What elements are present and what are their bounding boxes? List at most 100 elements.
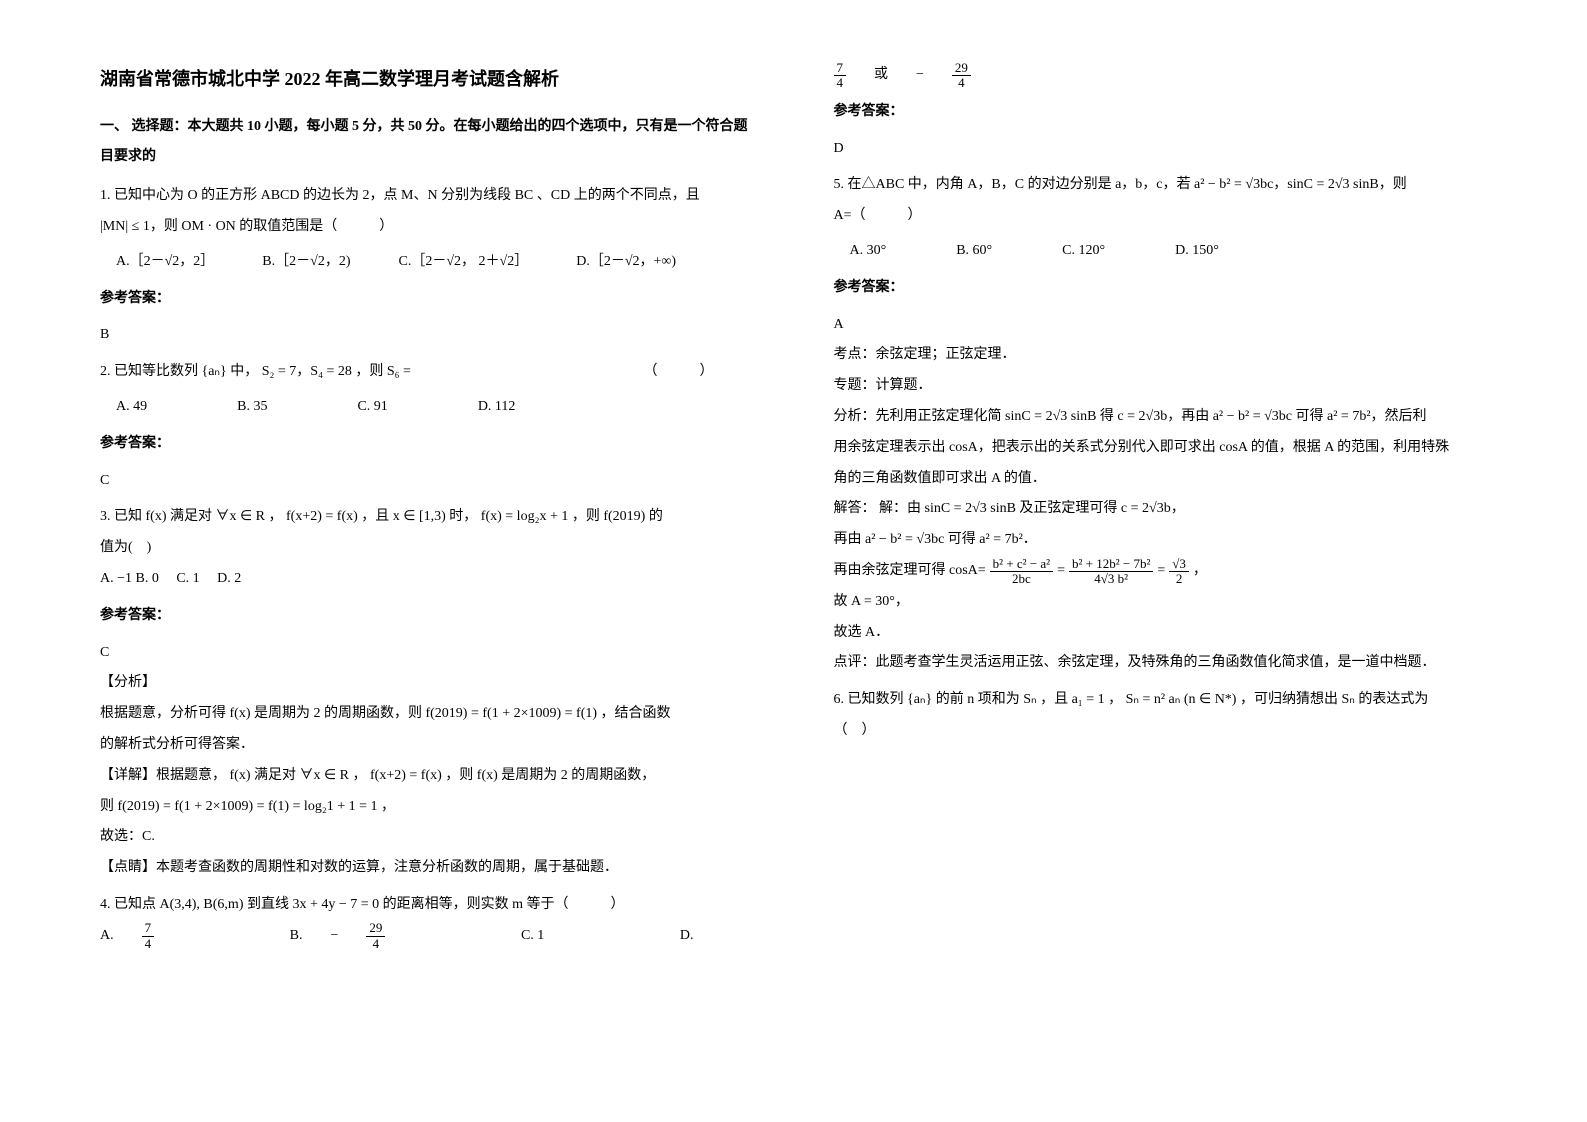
q4-optB-num: 29: [366, 921, 385, 936]
q3-l1: 3. 已知 f(x) 满足对 ∀x ∈ R ， f(x+2) = f(x) ，且…: [100, 502, 754, 533]
q5-k3c: 角的三角函数值即可求出 A 的值．: [834, 464, 1488, 495]
q2-ans-label: 参考答案：: [100, 429, 754, 460]
q5-s3-eq: =: [1057, 556, 1065, 587]
q4-extra-opts: 7 4 或 − 29 4: [834, 60, 1488, 91]
q3-d1: 【详解】根据题意， f(x) 满足对 ∀x ∈ R ， f(x+2) = f(x…: [100, 761, 754, 792]
q5-s3-f2: b² + 12b² − 7b² 4√3 b²: [1069, 557, 1153, 587]
q3: 3. 已知 f(x) 满足对 ∀x ∈ R ， f(x+2) = f(x) ，且…: [100, 502, 754, 594]
q4-options: A. 7 4 B. − 29 4 C. 1 D.: [100, 921, 754, 952]
q5-s3-end: ，: [1193, 556, 1207, 587]
q1-l1: 1. 已知中心为 O 的正方形 ABCD 的边长为 2，点 M、N 分别为线段 …: [100, 181, 754, 212]
q5-optD: D. 150°: [1175, 236, 1219, 267]
q5-optB: B. 60°: [956, 236, 992, 267]
q4-optB-pfx: B.: [290, 921, 303, 952]
q2-ans: C: [100, 466, 754, 497]
q5-s3-pfx: 再由余弦定理可得 cosA=: [834, 556, 986, 587]
q4-optD: D.: [680, 921, 694, 952]
r-f2-den: 4: [952, 76, 971, 90]
q4-optB-frac: 29 4: [366, 921, 385, 951]
q6-l2: （ ）: [834, 716, 1488, 747]
q5-optC: C. 120°: [1062, 236, 1105, 267]
q1: 1. 已知中心为 O 的正方形 ABCD 的边长为 2，点 M、N 分别为线段 …: [100, 181, 754, 277]
r-f2-num: 29: [952, 61, 971, 76]
q3-ans: C: [100, 638, 754, 669]
q5-options: A. 30° B. 60° C. 120° D. 150°: [834, 236, 1488, 267]
q5-k3a: 分析：先利用正弦定理化简 sinC = 2√3 sinB 得 c = 2√3b，…: [834, 402, 1488, 433]
q4: 4. 已知点 A(3,4), B(6,m) 到直线 3x + 4y − 7 = …: [100, 890, 754, 952]
q5-s3-f3: √3 2: [1169, 557, 1189, 587]
r-f1-num: 7: [834, 61, 847, 76]
r-f1: 7 4: [834, 61, 847, 91]
q5-s2: 再由 a² − b² = √3bc 可得 a² = 7b²．: [834, 525, 1488, 556]
q2-optC: C. 91: [357, 392, 387, 423]
q5-s4: 故 A = 30°，: [834, 587, 1488, 618]
q2: 2. 已知等比数列 {aₙ} 中， S₂ = 7，S₄ = 28 ，则 S₆ =…: [100, 357, 754, 423]
q1-ans: B: [100, 320, 754, 351]
q3-p1: 【点睛】本题考查函数的周期性和对数的运算，注意分析函数的周期，属于基础题．: [100, 853, 754, 884]
q2-bracket: （ ）: [644, 357, 714, 388]
left-column: 湖南省常德市城北中学 2022 年高二数学理月考试题含解析 一、 选择题：本大题…: [100, 60, 754, 1062]
q6: 6. 已知数列 {aₙ} 的前 n 项和为 Sₙ ，且 a₁ = 1 ， Sₙ …: [834, 685, 1488, 747]
q3-opts: A. −1 B. 0 C. 1 D. 2: [100, 564, 754, 595]
q4-optA-frac: 7 4: [142, 921, 155, 951]
q3-a1: 根据题意，分析可得 f(x) 是周期为 2 的周期函数，则 f(2019) = …: [100, 699, 754, 730]
q4-optB-sgn: −: [331, 921, 339, 952]
q5-s3-n3: √3: [1169, 557, 1189, 572]
r-f2-sgn: −: [916, 60, 924, 91]
q3-d2: 则 f(2019) = f(1 + 2×1009) = f(1) = log₂1…: [100, 792, 754, 823]
q5-s3-eq2: =: [1157, 556, 1165, 587]
q1-l2: |MN| ≤ 1，则 OM · ON 的取值范围是（ ）: [100, 212, 754, 243]
q5-s3-n2: b² + 12b² − 7b²: [1069, 557, 1153, 572]
q2-optA: A. 49: [116, 392, 147, 423]
q1-optC: C.［2－√2， 2＋√2］: [398, 247, 528, 278]
q1-optB: B.［2－√2，2): [262, 247, 350, 278]
doc-title: 湖南省常德市城北中学 2022 年高二数学理月考试题含解析: [100, 60, 754, 100]
q1-optA: A.［2－√2，2］: [116, 247, 214, 278]
r-or: 或: [874, 60, 888, 91]
q5-s3-d3: 2: [1169, 572, 1189, 586]
q4-optA-den: 4: [142, 937, 155, 951]
q5-optA: A. 30°: [850, 236, 887, 267]
q5-s3-f1: b² + c² − a² 2bc: [990, 557, 1053, 587]
q3-ans-label: 参考答案：: [100, 601, 754, 632]
q3-a2: 的解析式分析可得答案．: [100, 730, 754, 761]
q2-optB: B. 35: [237, 392, 267, 423]
q5-k1: 考点：余弦定理；正弦定理．: [834, 340, 1488, 371]
q4-optA-num: 7: [142, 921, 155, 936]
r-f1-den: 4: [834, 76, 847, 90]
q5-k2: 专题：计算题．: [834, 371, 1488, 402]
q2-options: A. 49 B. 35 C. 91 D. 112: [100, 392, 754, 423]
q2-optD: D. 112: [478, 392, 516, 423]
q4-ans-label: 参考答案：: [834, 97, 1488, 128]
q5-s5: 故选 A．: [834, 618, 1488, 649]
q5: 5. 在△ABC 中，内角 A，B，C 的对边分别是 a，b，c，若 a² − …: [834, 170, 1488, 266]
q5-s3-d1: 2bc: [990, 572, 1053, 586]
q5-s3-d2: 4√3 b²: [1069, 572, 1153, 586]
q3-analysis-label: 【分析】: [100, 668, 754, 699]
q5-p1: 点评：此题考查学生灵活运用正弦、余弦定理，及特殊角的三角函数值化简求值，是一道中…: [834, 648, 1488, 679]
q3-d3: 故选：C.: [100, 822, 754, 853]
q4-l1: 4. 已知点 A(3,4), B(6,m) 到直线 3x + 4y − 7 = …: [100, 890, 754, 921]
q4-optC: C. 1: [521, 921, 544, 952]
q6-l1: 6. 已知数列 {aₙ} 的前 n 项和为 Sₙ ，且 a₁ = 1 ， Sₙ …: [834, 685, 1488, 716]
q5-ans-label: 参考答案：: [834, 273, 1488, 304]
q3-l2: 值为( ): [100, 533, 754, 564]
q4-optB-den: 4: [366, 937, 385, 951]
q4-optA-pfx: A.: [100, 921, 114, 952]
q5-s1: 解答： 解：由 sinC = 2√3 sinB 及正弦定理可得 c = 2√3b…: [834, 494, 1488, 525]
q5-s3: 再由余弦定理可得 cosA= b² + c² − a² 2bc = b² + 1…: [834, 556, 1488, 587]
q5-l2: A=（ ）: [834, 201, 1488, 232]
q4-optB: B. − 29 4: [290, 921, 386, 952]
q1-optD: D.［2－√2，+∞): [576, 247, 676, 278]
q4-ans: D: [834, 134, 1488, 165]
q5-k3b: 用余弦定理表示出 cosA，把表示出的关系式分别代入即可求出 cosA 的值，根…: [834, 433, 1488, 464]
q2-l1: 2. 已知等比数列 {aₙ} 中， S₂ = 7，S₄ = 28 ，则 S₆ =: [100, 364, 411, 379]
section1-head: 一、 选择题：本大题共 10 小题，每小题 5 分，共 50 分。在每小题给出的…: [100, 112, 754, 174]
q5-s3-n1: b² + c² − a²: [990, 557, 1053, 572]
q1-ans-label: 参考答案：: [100, 284, 754, 315]
q5-l1: 5. 在△ABC 中，内角 A，B，C 的对边分别是 a，b，c，若 a² − …: [834, 170, 1488, 201]
right-column: 7 4 或 − 29 4 参考答案： D 5. 在△ABC 中，内角 A，B，C…: [834, 60, 1488, 1062]
q4-optA: A. 7 4: [100, 921, 154, 952]
r-f2: 29 4: [952, 61, 971, 91]
q1-options: A.［2－√2，2］ B.［2－√2，2) C.［2－√2， 2＋√2］ D.［…: [100, 247, 754, 278]
